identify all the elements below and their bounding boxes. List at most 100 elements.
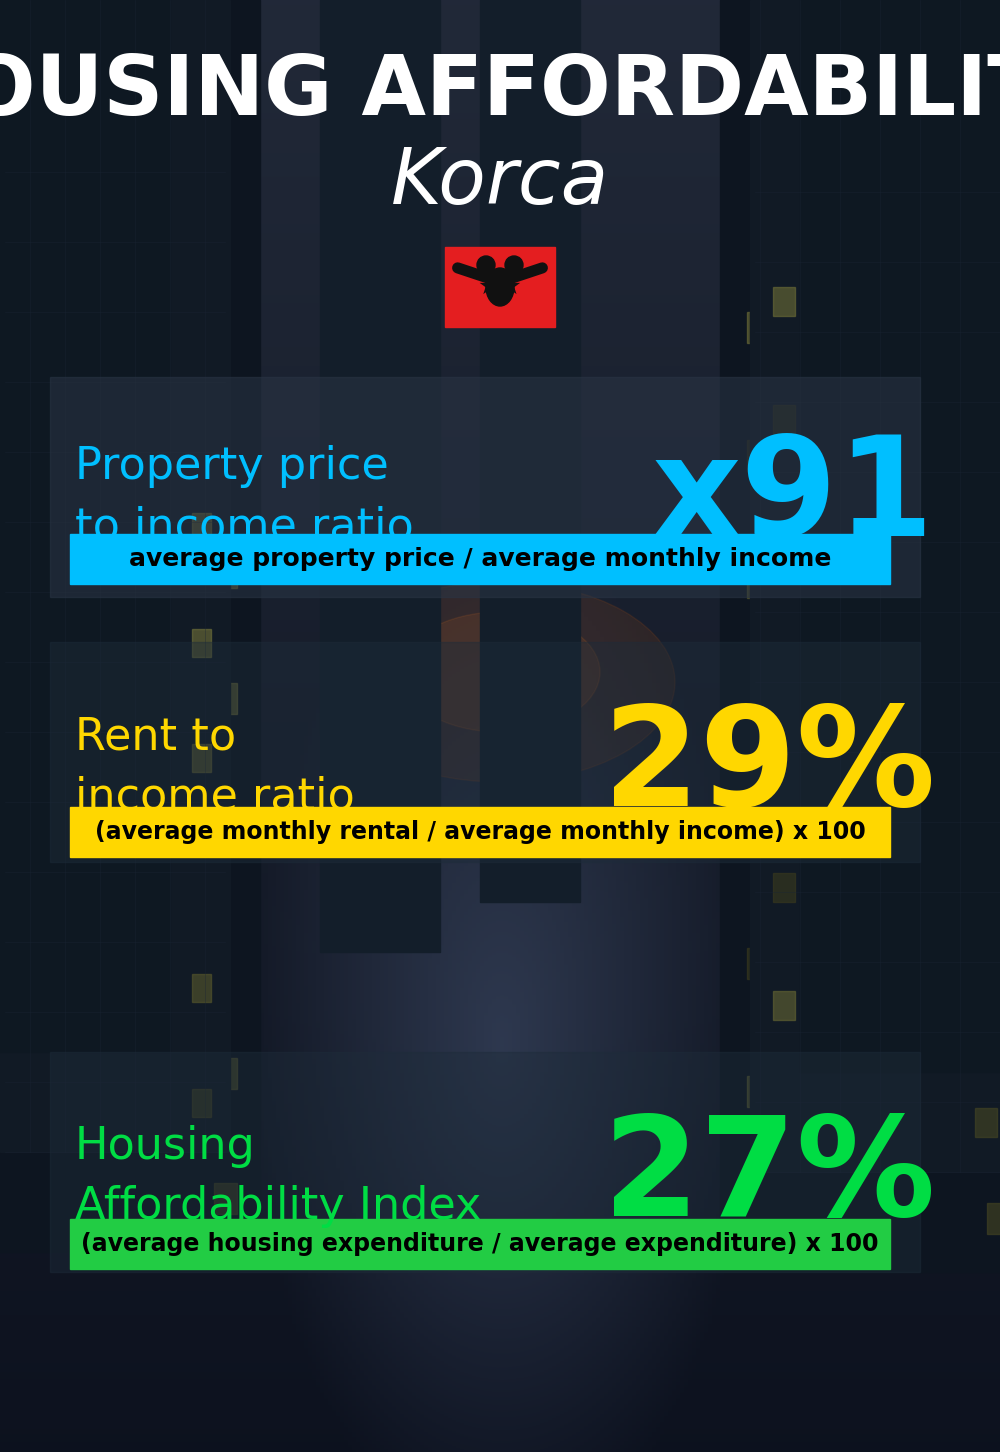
Bar	[214, 1059, 237, 1089]
Bar	[20, 860, 39, 887]
Bar	[74, 57, 97, 87]
Text: Rent to
income ratio: Rent to income ratio	[75, 716, 355, 819]
Bar	[77, 283, 96, 311]
Bar	[908, 990, 930, 1019]
Bar	[4, 558, 27, 588]
Bar	[20, 974, 39, 1002]
Bar	[908, 405, 930, 434]
Bar	[975, 1108, 997, 1137]
Bar	[320, 0, 440, 953]
Bar	[144, 57, 167, 87]
Bar	[144, 1059, 167, 1089]
Bar	[135, 52, 154, 81]
Bar	[773, 990, 795, 1019]
Bar	[135, 743, 154, 772]
Bar	[987, 566, 1000, 598]
FancyArrowPatch shape	[503, 267, 542, 282]
Bar	[827, 58, 853, 89]
Bar	[0, 0, 230, 1151]
Bar	[192, 974, 211, 1002]
Bar	[975, 990, 997, 1019]
Bar	[50, 642, 920, 862]
Bar	[445, 247, 555, 327]
Bar	[74, 934, 97, 964]
Bar	[144, 433, 167, 463]
Ellipse shape	[486, 269, 514, 306]
Bar	[975, 521, 997, 550]
Bar	[192, 743, 211, 772]
Bar	[908, 170, 930, 199]
Bar	[480, 0, 580, 902]
Text: 🦅: 🦅	[487, 263, 513, 305]
Bar	[907, 440, 933, 470]
Text: average property price / average monthly income: average property price / average monthly…	[129, 547, 831, 571]
Bar	[70, 807, 890, 857]
Bar	[135, 168, 154, 196]
Bar	[70, 1220, 890, 1269]
Bar	[908, 756, 930, 786]
Bar	[908, 639, 930, 668]
Bar	[840, 874, 862, 903]
Text: x91: x91	[652, 430, 935, 565]
Bar	[747, 948, 773, 980]
Circle shape	[505, 256, 523, 274]
Bar	[747, 1076, 773, 1106]
Bar	[50, 1053, 920, 1272]
Text: Korca: Korca	[391, 144, 609, 221]
Bar	[747, 566, 773, 598]
Bar	[214, 682, 237, 713]
Circle shape	[477, 256, 495, 274]
Bar	[720, 0, 1000, 1272]
Bar	[4, 433, 27, 463]
Ellipse shape	[325, 582, 675, 783]
Bar	[0, 0, 260, 1252]
Text: Housing
Affordability Index: Housing Affordability Index	[75, 1125, 481, 1228]
Bar	[0, 0, 170, 1053]
Bar	[987, 1202, 1000, 1234]
Text: (average monthly rental / average monthly income) x 100: (average monthly rental / average monthl…	[95, 820, 865, 844]
Bar	[70, 534, 890, 584]
Bar	[77, 860, 96, 887]
Text: (average housing expenditure / average expenditure) x 100: (average housing expenditure / average e…	[81, 1231, 879, 1256]
Bar	[773, 521, 795, 550]
Bar	[907, 186, 933, 216]
Bar	[907, 822, 933, 852]
Bar	[74, 306, 97, 338]
Text: HOUSING AFFORDABILITY: HOUSING AFFORDABILITY	[0, 51, 1000, 132]
Text: 27%: 27%	[603, 1109, 935, 1244]
Bar	[747, 440, 773, 470]
Bar	[908, 54, 930, 83]
Bar	[214, 1183, 237, 1214]
Bar	[840, 54, 862, 83]
Bar	[773, 287, 795, 317]
Ellipse shape	[400, 611, 600, 732]
Bar	[20, 283, 39, 311]
Bar	[827, 312, 853, 344]
Bar	[77, 629, 96, 656]
Bar	[74, 682, 97, 713]
Bar	[4, 934, 27, 964]
Bar	[4, 1059, 27, 1089]
Bar	[827, 694, 853, 725]
FancyArrowPatch shape	[458, 267, 497, 282]
Bar	[907, 694, 933, 725]
Bar	[840, 287, 862, 317]
Bar	[135, 974, 154, 1002]
Bar	[773, 405, 795, 434]
Bar	[192, 1089, 211, 1118]
Bar	[144, 182, 167, 213]
Bar	[840, 639, 862, 668]
Bar	[747, 312, 773, 344]
Bar	[192, 629, 211, 656]
Bar	[975, 639, 997, 668]
Bar	[827, 948, 853, 980]
Bar	[77, 52, 96, 81]
Bar	[214, 807, 237, 839]
Bar	[987, 822, 1000, 852]
Text: Property price
to income ratio: Property price to income ratio	[75, 446, 414, 549]
Bar	[907, 58, 933, 89]
Bar	[4, 306, 27, 338]
Bar	[144, 807, 167, 839]
Bar	[750, 0, 1000, 1172]
Bar	[50, 378, 920, 597]
